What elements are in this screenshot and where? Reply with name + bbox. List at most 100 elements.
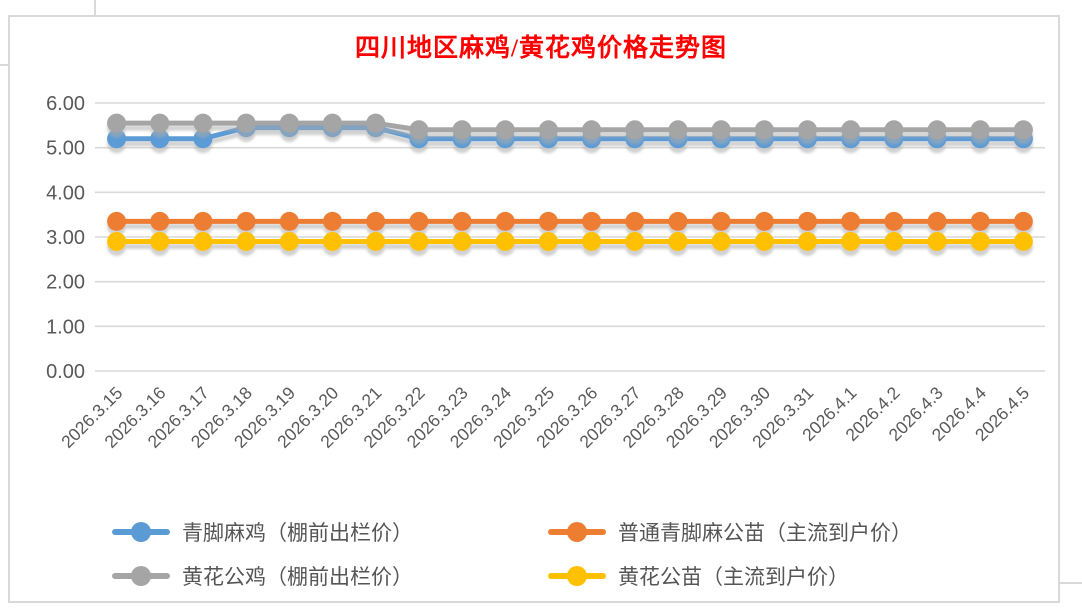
legend-label: 青脚麻鸡（棚前出栏价）	[182, 521, 413, 545]
data-point	[711, 120, 731, 140]
data-point	[495, 231, 515, 251]
data-point	[625, 231, 645, 251]
cell-gridline-stub-top	[94, 0, 96, 15]
y-tick-label: 4.00	[46, 182, 85, 204]
data-point	[841, 120, 861, 140]
legend-item-1: 普通青脚麻公苗（主流到户价）	[548, 512, 992, 552]
data-point	[798, 211, 817, 231]
data-point	[1013, 120, 1033, 140]
data-point	[150, 129, 170, 149]
legend-item-3: 黄花公苗（主流到户价）	[548, 556, 992, 596]
data-point	[927, 211, 947, 231]
data-point	[366, 231, 386, 251]
y-tick-label: 1.00	[46, 316, 85, 338]
legend-label: 黄花公苗（主流到户价）	[618, 565, 849, 589]
data-point	[582, 211, 602, 231]
data-point	[841, 211, 861, 231]
y-axis-labels: 0.00 1.00 2.00 3.00 4.00 5.00 6.00	[46, 93, 85, 383]
data-point	[884, 231, 904, 251]
data-point	[495, 120, 515, 140]
series-line	[114, 125, 1026, 142]
data-point	[884, 120, 904, 140]
data-point	[970, 231, 990, 251]
data-point	[107, 231, 127, 251]
data-point	[711, 231, 731, 251]
data-point	[279, 113, 299, 133]
data-point	[107, 211, 127, 231]
legend-item-0: 青脚麻鸡（棚前出栏价）	[112, 512, 548, 552]
data-point	[236, 231, 256, 251]
data-point	[150, 231, 170, 251]
data-point	[711, 211, 731, 231]
legend-marker-dot	[131, 566, 151, 586]
data-point	[668, 231, 688, 251]
series-layer	[107, 113, 1033, 251]
cell-gridline-stub-right	[1060, 582, 1082, 584]
data-point	[625, 211, 645, 231]
data-point	[279, 211, 299, 231]
data-point	[668, 120, 688, 140]
gridlines	[95, 102, 1045, 372]
cell-gridline-stub-left	[0, 64, 8, 66]
data-point	[754, 231, 774, 251]
data-point	[323, 113, 342, 133]
data-point	[452, 120, 472, 140]
data-point	[193, 129, 213, 149]
data-point	[366, 211, 386, 231]
y-tick-label: 3.00	[46, 227, 85, 249]
data-point	[452, 211, 472, 231]
data-point	[970, 120, 990, 140]
data-point	[495, 211, 515, 231]
data-point	[193, 211, 213, 231]
data-point	[582, 120, 602, 140]
data-point	[970, 211, 990, 231]
data-point	[409, 120, 429, 140]
data-point	[193, 231, 213, 251]
data-point	[409, 211, 429, 231]
data-point	[150, 113, 170, 133]
data-point	[236, 211, 256, 231]
series-2	[107, 113, 1033, 140]
y-tick-label: 2.00	[46, 272, 85, 294]
legend-line-marker-icon	[112, 565, 170, 587]
data-point	[1013, 231, 1033, 251]
chart-title: 四川地区麻鸡/黄花鸡价格走势图	[355, 35, 727, 62]
series-1	[107, 211, 1033, 231]
data-point	[409, 231, 429, 251]
data-point	[754, 120, 774, 140]
data-point	[107, 113, 127, 133]
data-point	[150, 211, 170, 231]
y-tick-label: 5.00	[46, 138, 85, 160]
data-point	[1013, 211, 1033, 231]
y-tick-label: 0.00	[46, 361, 85, 383]
data-point	[754, 211, 774, 231]
data-point	[927, 120, 947, 140]
legend-marker-dot	[131, 522, 151, 542]
legend-label: 黄花公鸡（棚前出栏价）	[182, 565, 413, 589]
data-point	[625, 120, 645, 140]
legend-item-2: 黄花公鸡（棚前出栏价）	[112, 556, 548, 596]
data-point	[452, 231, 472, 251]
data-point	[193, 113, 213, 133]
data-point	[798, 231, 817, 251]
legend-marker-dot	[567, 566, 587, 586]
legend-marker-dot	[567, 522, 587, 542]
legend-line-marker-icon	[548, 521, 606, 543]
data-point	[841, 231, 861, 251]
y-tick-label: 6.00	[46, 93, 85, 115]
data-point	[884, 211, 904, 231]
legend-label: 普通青脚麻公苗（主流到户价）	[618, 521, 912, 545]
data-point	[107, 129, 127, 149]
legend-line-marker-icon	[112, 521, 170, 543]
series-3	[107, 231, 1033, 251]
chart-frame[interactable]	[8, 15, 1060, 603]
data-point	[236, 113, 256, 133]
data-point	[366, 113, 386, 133]
series-line	[114, 120, 1026, 133]
data-point	[927, 231, 947, 251]
data-point	[538, 120, 558, 140]
data-point	[668, 211, 688, 231]
data-point	[538, 231, 558, 251]
x-axis-labels: 2026.3.152026.3.162026.3.172026.3.182026…	[57, 383, 1033, 452]
